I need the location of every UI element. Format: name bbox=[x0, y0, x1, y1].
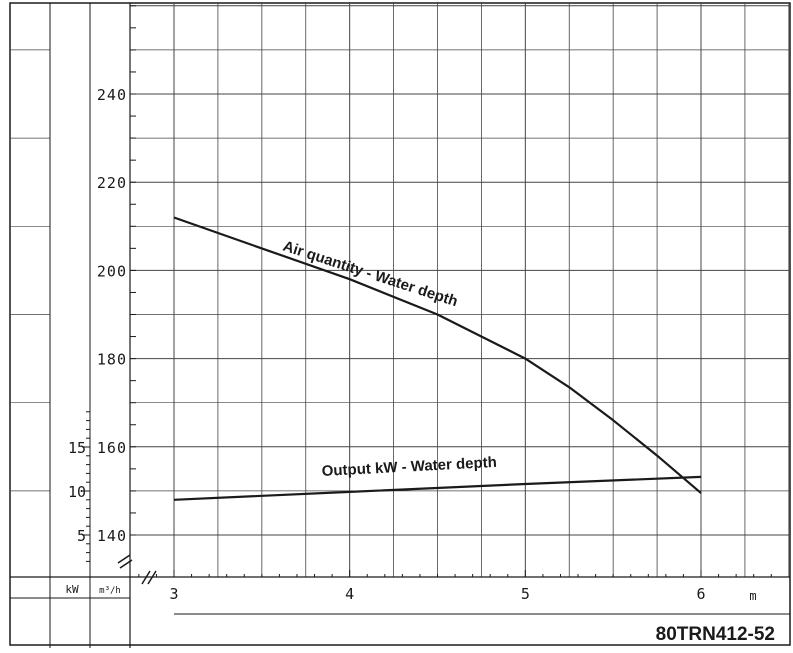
axis-marks: 140 160 180 200 220 240 5 10 15 3 4 5 6 bbox=[10, 3, 790, 648]
x-tick-label: 3 bbox=[169, 585, 178, 603]
m3h-tick-label: 180 bbox=[97, 351, 127, 369]
x-tick-label: 5 bbox=[521, 585, 530, 603]
kw-tick-label: 15 bbox=[68, 439, 86, 457]
m3h-tick-label: 140 bbox=[97, 527, 127, 545]
grid-lines bbox=[10, 3, 790, 577]
x-tick-label: 4 bbox=[345, 585, 354, 603]
m3h-unit-label: m³/h bbox=[99, 586, 121, 596]
m3h-tick-label: 160 bbox=[97, 439, 127, 457]
kw-tick-label: 10 bbox=[68, 483, 86, 501]
y-axis-break-mark bbox=[117, 554, 133, 569]
m3h-tick-label: 200 bbox=[97, 262, 127, 280]
kw-tick-label: 5 bbox=[77, 527, 86, 545]
m3h-tick-label: 220 bbox=[97, 174, 127, 192]
kw-unit-label: kW bbox=[65, 583, 79, 596]
series-label-output-kw: Output kW - Water depth bbox=[321, 454, 497, 480]
series-label-air-quantity: Air quantity - Water depth bbox=[281, 238, 460, 311]
m3h-tick-label: 240 bbox=[97, 86, 127, 104]
chart-border bbox=[9, 2, 791, 646]
model-label: 80TRN412-52 bbox=[656, 624, 775, 645]
series-line-output-kw bbox=[173, 475, 702, 501]
x-tick-label: 6 bbox=[696, 585, 705, 603]
x-axis-break-mark bbox=[141, 570, 157, 585]
series-lines bbox=[173, 216, 702, 501]
x-axis-unit-label: m bbox=[749, 589, 756, 603]
series-line-air-quantity bbox=[173, 216, 702, 494]
